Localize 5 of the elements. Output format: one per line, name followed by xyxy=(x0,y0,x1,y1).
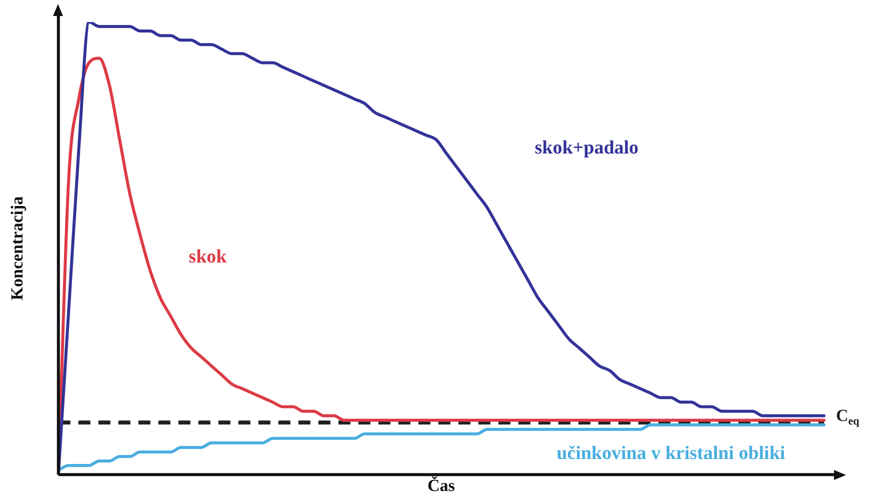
text: skok+padalo xyxy=(534,138,639,159)
x-axis-title: Čas xyxy=(427,476,456,496)
y-axis-title: Koncentracija xyxy=(8,196,27,300)
series-label: skok xyxy=(188,246,228,268)
series-label: učinkovina v kristalni obliki xyxy=(556,443,786,464)
